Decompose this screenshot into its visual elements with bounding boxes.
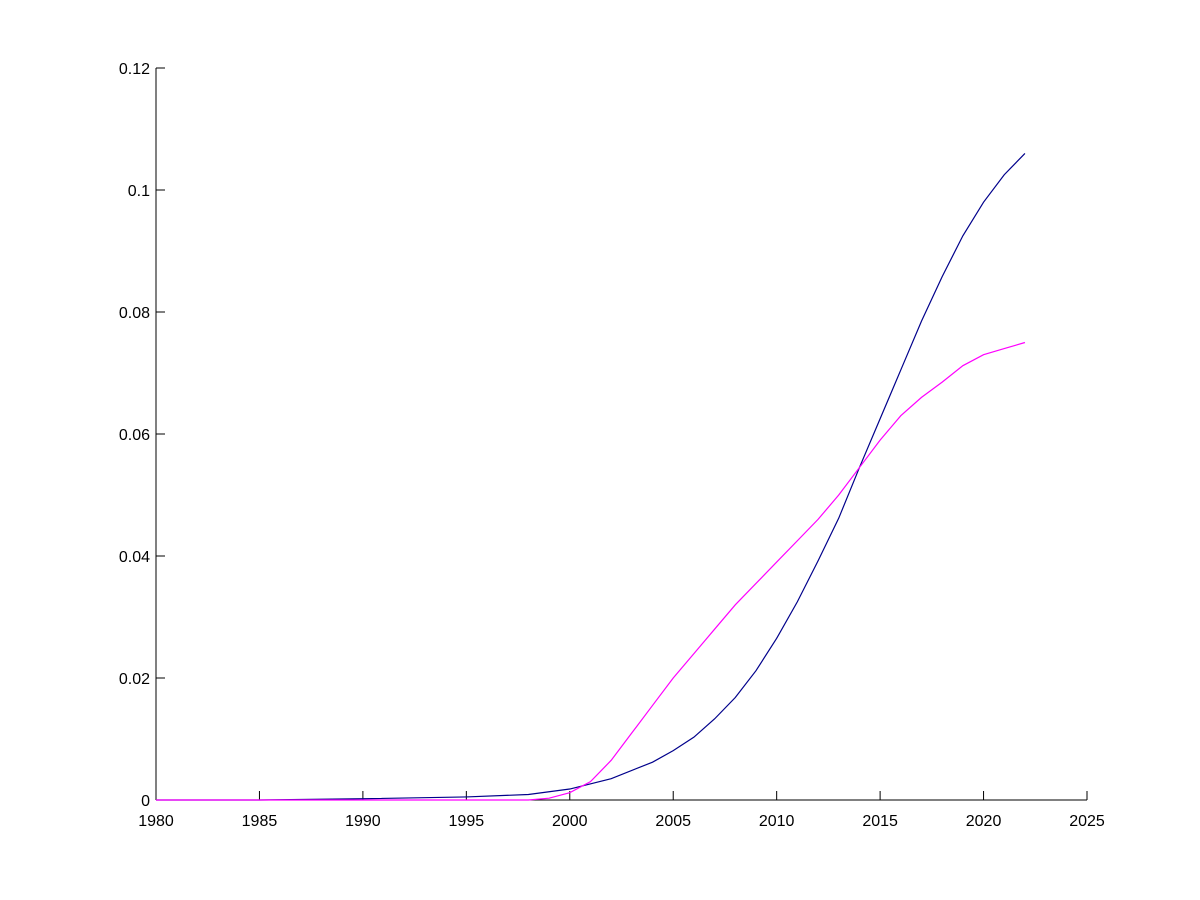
series-layer — [156, 152, 1026, 801]
y-tick-label: 0.12 — [119, 61, 150, 78]
x-tick-label: 1990 — [345, 813, 381, 830]
series-line-2 — [156, 341, 1026, 801]
x-axis-ticks: 1980 1985 1990 1995 2000 2005 2010 2015 2020 2025 — [138, 791, 1105, 830]
y-tick-label: 0.08 — [119, 305, 150, 322]
x-tick-label: 1980 — [138, 813, 174, 830]
x-tick-label: 2005 — [655, 813, 691, 830]
y-tick-label: 0 — [141, 793, 150, 810]
y-tick-label: 0.06 — [119, 427, 150, 444]
y-axis-ticks: 0 0.02 0.04 0.06 0.08 0.1 0.12 — [119, 61, 165, 810]
series-line-1 — [156, 152, 1026, 801]
x-tick-label: 2025 — [1069, 813, 1105, 830]
x-tick-label: 2000 — [552, 813, 588, 830]
x-tick-label: 2015 — [862, 813, 898, 830]
y-tick-label: 0.02 — [119, 671, 150, 688]
y-tick-label: 0.04 — [119, 549, 150, 566]
y-tick-label: 0.1 — [128, 183, 150, 200]
x-tick-label: 2010 — [759, 813, 795, 830]
x-tick-label: 1985 — [242, 813, 278, 830]
x-tick-label: 1995 — [449, 813, 485, 830]
x-tick-label: 2020 — [966, 813, 1002, 830]
